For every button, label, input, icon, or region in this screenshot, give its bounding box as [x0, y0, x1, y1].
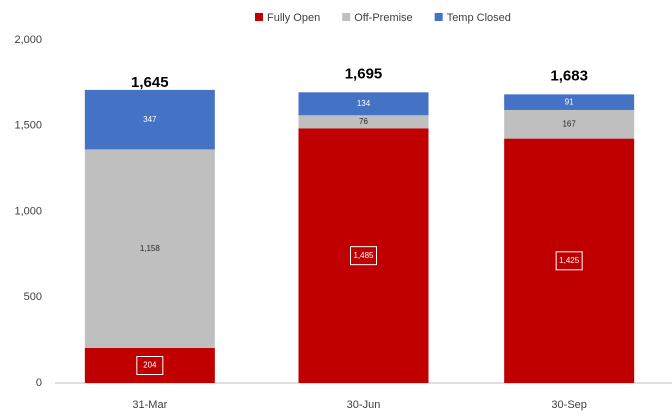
y-tick-label: 500 — [24, 291, 42, 303]
bar-segment — [84, 348, 215, 383]
x-tick-label: 30-Sep — [551, 399, 586, 411]
x-tick-label: 31-Mar — [132, 399, 167, 411]
value-label: 1,425 — [559, 256, 580, 265]
label-box — [350, 246, 377, 266]
label-box — [555, 251, 583, 271]
legend-label: Temp Closed — [447, 12, 511, 24]
y-tick-label: 2,000 — [14, 34, 42, 46]
value-label: 1,158 — [140, 244, 161, 253]
x-tick-label: 30-Jun — [347, 399, 381, 411]
value-label: 347 — [143, 115, 157, 124]
total-label: 1,645 — [131, 74, 169, 91]
legend-swatch — [434, 13, 443, 21]
value-label: 91 — [565, 97, 574, 106]
y-tick-label: 1,500 — [14, 120, 42, 132]
value-label: 1,485 — [353, 251, 374, 260]
legend-swatch — [255, 13, 263, 21]
label-box — [136, 356, 164, 376]
bar-segment — [298, 92, 429, 116]
total-label: 1,695 — [345, 65, 383, 82]
bar-segment — [504, 94, 635, 110]
total-label: 1,683 — [550, 67, 588, 84]
legend-label: Fully Open — [267, 12, 320, 24]
bar-segment — [504, 138, 635, 383]
value-label: 76 — [359, 117, 368, 126]
value-label: 167 — [562, 119, 576, 128]
bar-segment — [84, 149, 215, 349]
value-label: 204 — [143, 361, 157, 370]
value-label: 134 — [357, 99, 371, 108]
bar-segment — [84, 89, 215, 150]
y-tick-label: 0 — [36, 377, 42, 389]
legend-label: Off-Premise — [354, 12, 412, 24]
bar-segment — [298, 115, 429, 129]
bar-segment — [504, 109, 635, 139]
legend-swatch — [342, 13, 351, 21]
bar-segment — [298, 128, 429, 383]
y-tick-label: 1,000 — [14, 205, 42, 217]
